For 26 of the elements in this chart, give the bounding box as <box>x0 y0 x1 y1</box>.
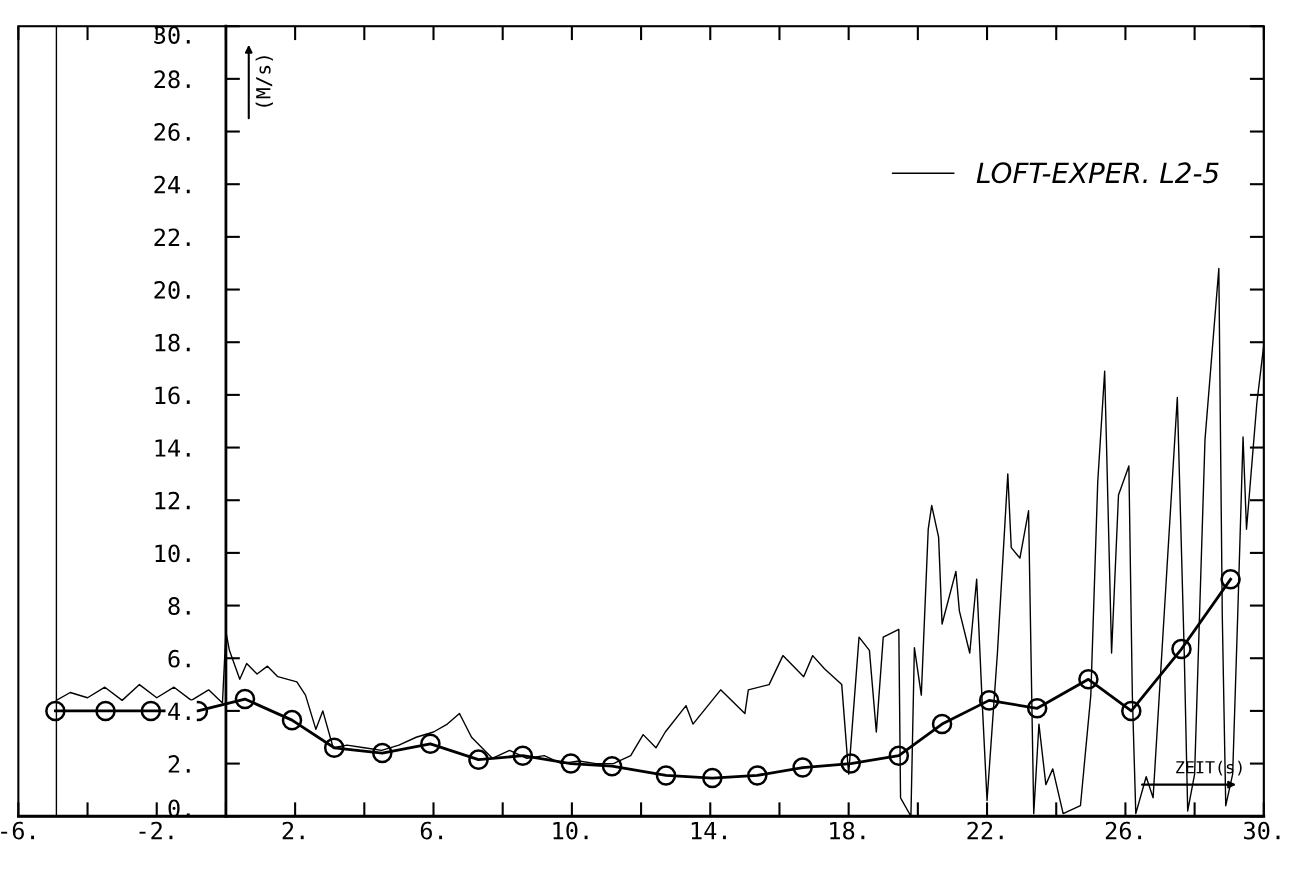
x-tick-label: 6. <box>420 821 443 840</box>
legend-label: LOFT-EXPER. L2-5 <box>976 162 1219 184</box>
y-tick-label: 28. <box>154 70 190 89</box>
x-tick-label: 18. <box>830 821 865 840</box>
y-tick-label: 6. <box>168 649 190 668</box>
y-tick-label: 10. <box>155 544 190 563</box>
x-tick-label: 14. <box>691 821 726 840</box>
y-tick-label: 4. <box>168 702 190 720</box>
x-tick-label: 2. <box>282 821 304 840</box>
x-tick-label: 10. <box>553 821 588 840</box>
x-tick-label: -2. <box>139 821 173 840</box>
y-tick-label: 24. <box>154 175 190 194</box>
y-tick-label: 14. <box>155 439 190 457</box>
y-tick-label: 2. <box>168 755 190 773</box>
y-tick-label: 20. <box>154 281 190 299</box>
y-tick-label: 22. <box>154 228 190 246</box>
x-tick-label: 26. <box>1105 821 1142 840</box>
y-axis-title: (M/s) <box>255 56 273 107</box>
x-tick-label: 22. <box>967 821 1003 840</box>
y-tick-label: 12. <box>155 491 190 510</box>
x-tick-label: 30. <box>1244 821 1280 840</box>
y-tick-label: 26. <box>154 123 190 141</box>
y-tick-label: 16. <box>155 386 190 405</box>
y-tick-label: 18. <box>155 333 190 352</box>
x-tick-label: -6. <box>1 821 35 840</box>
y-tick-label: 8. <box>168 597 190 615</box>
